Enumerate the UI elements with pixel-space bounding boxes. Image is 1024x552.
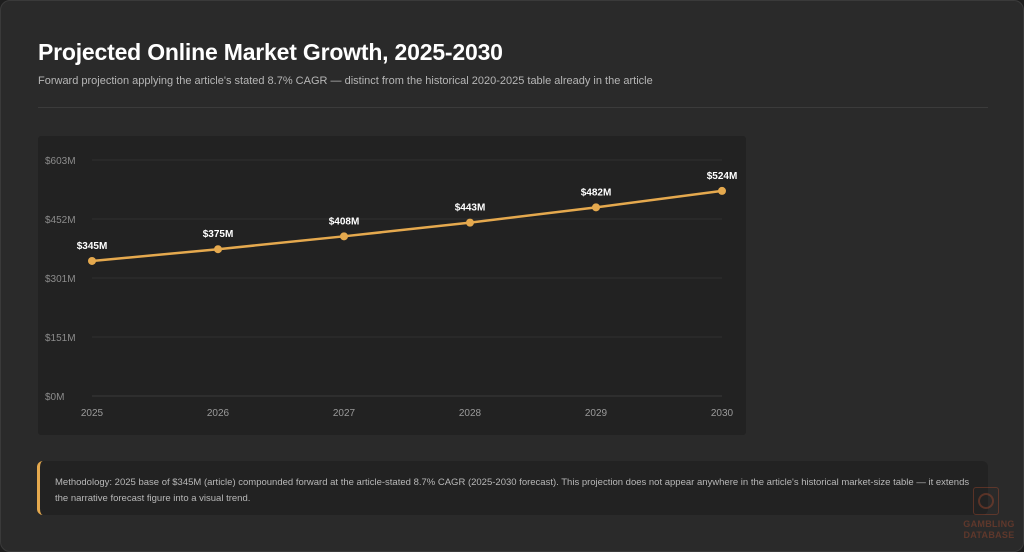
data-point (214, 245, 222, 254)
x-tick-label: 2030 (711, 408, 734, 419)
chart-svg: $0M $151M $301M $452M $603M 2025 2026 2027 2028 2… (45, 156, 738, 419)
line-chart: $0M $151M $301M $452M $603M 2025 2026 2027 2028 2… (38, 136, 746, 435)
data-point (592, 203, 600, 212)
series-line (91, 189, 723, 263)
watermark-logo: GAMBLING DATABASE (953, 487, 1024, 549)
data-label: $408M (329, 216, 360, 227)
methodology-note: Methodology: 2025 base of $345M (article… (37, 461, 988, 515)
data-point (466, 218, 474, 227)
y-tick-label: $603M (45, 156, 76, 167)
data-point (88, 256, 96, 265)
data-point (718, 186, 726, 195)
x-tick-label: 2026 (207, 408, 230, 419)
divider (38, 107, 988, 108)
y-tick-label: $301M (45, 274, 76, 285)
y-tick-label: $0M (45, 392, 64, 403)
data-label: $482M (581, 187, 612, 198)
data-point (340, 232, 348, 241)
data-label: $345M (77, 241, 108, 252)
data-label: $443M (455, 203, 486, 214)
watermark-text: GAMBLING DATABASE (963, 519, 1015, 540)
x-tick-label: 2027 (333, 408, 356, 419)
x-tick-label: 2029 (585, 408, 608, 419)
data-label: $375M (203, 229, 234, 240)
methodology-text: Methodology: 2025 base of $345M (article… (55, 477, 970, 504)
page-title: Projected Online Market Growth, 2025-203… (38, 39, 503, 65)
y-tick-label: $452M (45, 215, 76, 226)
dice-icon (973, 487, 999, 515)
y-tick-label: $151M (45, 333, 76, 344)
data-label: $524M (707, 171, 738, 182)
x-tick-label: 2028 (459, 408, 482, 419)
page-subtitle: Forward projection applying the article'… (38, 75, 653, 87)
x-tick-label: 2025 (81, 408, 104, 419)
